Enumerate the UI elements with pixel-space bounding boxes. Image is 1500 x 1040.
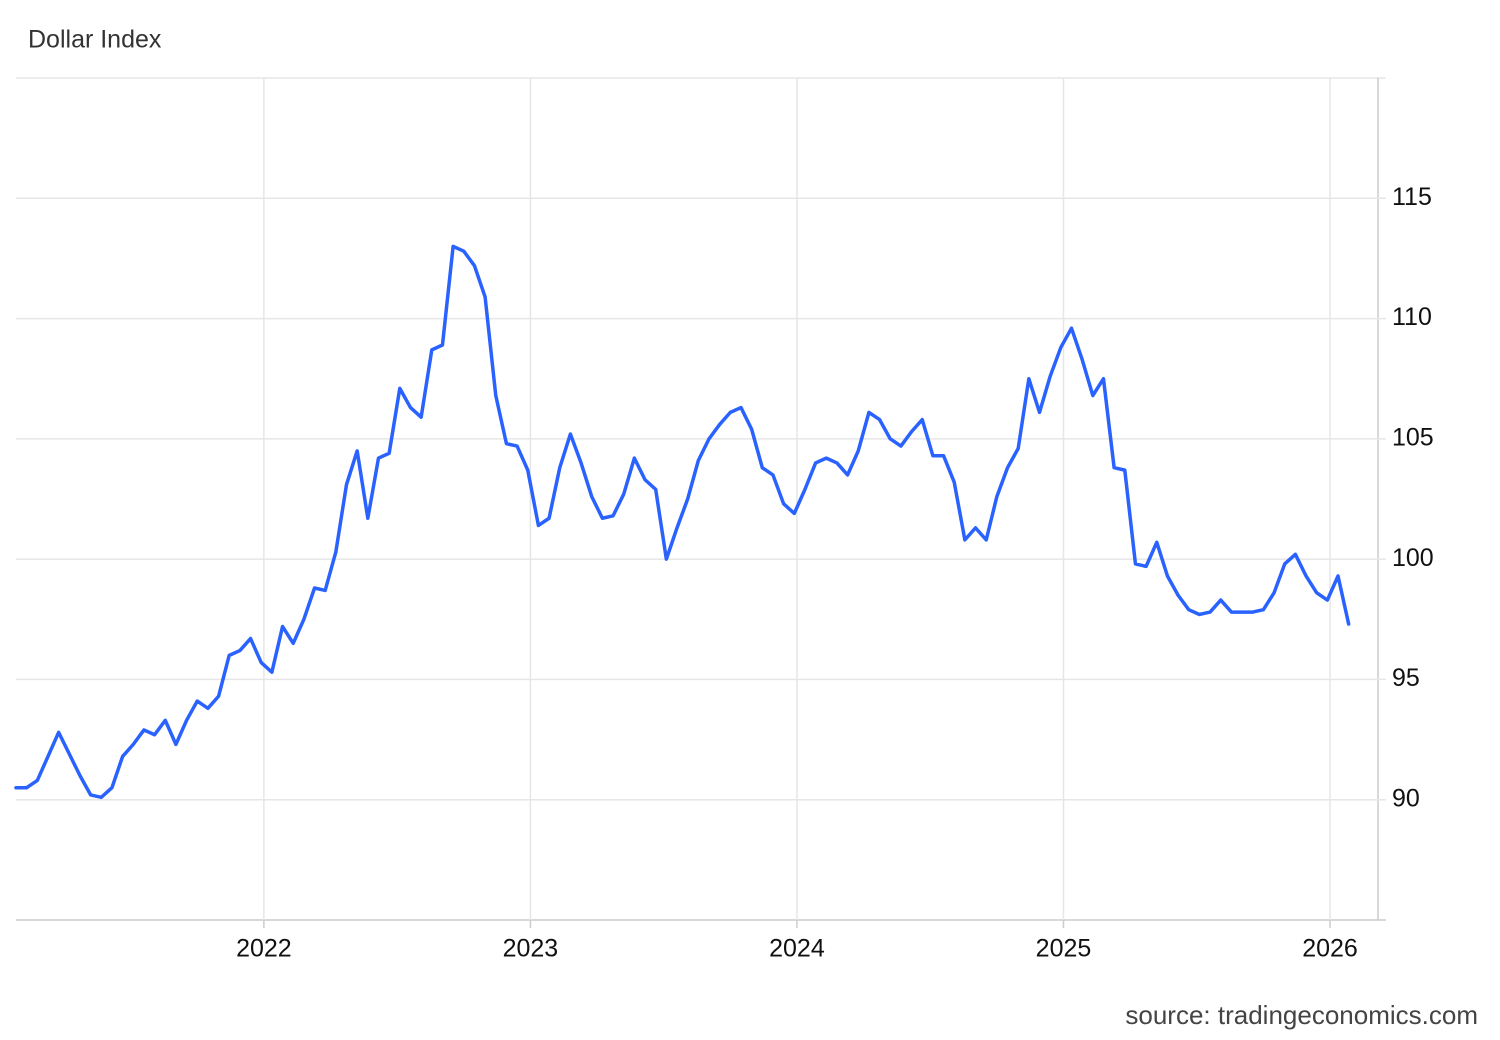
- x-tick-label: 2026: [1302, 935, 1358, 963]
- y-tick-label: 105: [1392, 423, 1434, 451]
- y-tick-label: 110: [1392, 303, 1432, 331]
- chart-title: Dollar Index: [28, 26, 162, 54]
- y-tick-label: 115: [1392, 183, 1432, 211]
- y-tick-label: 95: [1392, 664, 1420, 692]
- x-tick-label: 2022: [236, 935, 292, 963]
- x-tick-label: 2025: [1036, 935, 1092, 963]
- source-note: source: tradingeconomics.com: [1125, 1000, 1478, 1030]
- y-tick-label: 100: [1392, 544, 1434, 572]
- data-line: [14, 244, 1351, 800]
- x-tick-label: 2024: [769, 935, 825, 963]
- y-tick-label: 90: [1392, 784, 1420, 812]
- x-tick-label: 2023: [503, 935, 559, 963]
